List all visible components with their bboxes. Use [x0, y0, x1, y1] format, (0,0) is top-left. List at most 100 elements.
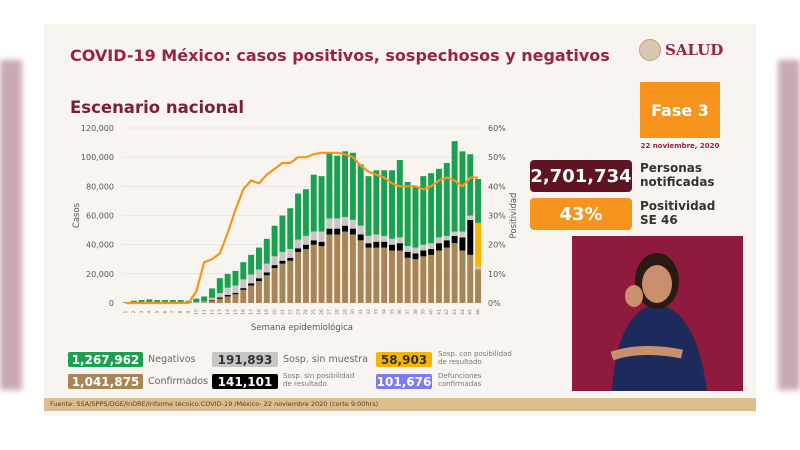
x-tick-label: 11	[202, 309, 208, 315]
bar-segment	[224, 294, 231, 297]
y-tick-label: 80,000	[86, 182, 114, 191]
sign-language-interpreter	[572, 236, 743, 391]
legend-deaths-value: 101,676	[376, 374, 432, 389]
y-tick-label: 40,000	[86, 241, 114, 250]
bar-segment	[459, 231, 466, 238]
bar-segment	[342, 151, 349, 217]
bar-segment	[169, 300, 176, 303]
legend-confirmed-value: 1,041,875	[68, 374, 143, 389]
bar-segment	[389, 170, 395, 239]
bar-segment	[138, 300, 145, 303]
bar-segment	[389, 250, 395, 303]
bar-segment	[373, 247, 380, 303]
bar-segment	[396, 160, 403, 238]
bar-segment	[381, 235, 388, 242]
bar-segment	[475, 269, 482, 303]
bar-segment	[177, 300, 184, 303]
kpi-positivity-label: Positividad SE 46	[640, 199, 715, 227]
x-tick-label: 10	[194, 309, 200, 315]
bar-segment	[271, 268, 278, 303]
x-tick-label: 32	[366, 309, 372, 315]
positivity-line	[125, 151, 479, 305]
bar-segment	[467, 219, 474, 255]
x-axis-label: Semana epidemiológica	[251, 322, 353, 333]
bar-segment	[310, 244, 317, 303]
x-tick-label: 14	[225, 309, 231, 315]
x-tick-label: 44	[460, 309, 466, 315]
x-tick-label: 4	[147, 310, 153, 313]
y-tick-label: 20,000	[86, 270, 114, 279]
bar-segment	[475, 179, 482, 223]
bar-segment	[263, 272, 270, 276]
bar-segment	[381, 170, 388, 236]
bar-segment	[240, 262, 247, 280]
x-tick-label: 31	[358, 309, 364, 315]
bar-segment	[318, 231, 325, 242]
bar-segment	[373, 170, 380, 235]
bar-segment	[255, 269, 262, 279]
bar-segment	[326, 234, 333, 303]
y2-axis-label: Positividad	[509, 193, 519, 239]
bar-segment	[326, 152, 333, 219]
bar-segment	[162, 300, 169, 303]
bar-segment	[310, 231, 317, 241]
x-tick-label: 40	[428, 309, 434, 315]
x-tick-label: 37	[405, 309, 411, 315]
slide: COVID-19 México: casos positivos, sospec…	[44, 24, 756, 416]
bar-segment	[193, 298, 200, 303]
bar-segment	[201, 302, 208, 303]
bar-segment	[295, 248, 302, 252]
bar-segment	[451, 243, 458, 303]
x-tick-label: 9	[186, 310, 192, 313]
bar-segment	[334, 234, 341, 303]
bar-segment	[357, 234, 364, 241]
bar-segment	[302, 189, 309, 236]
bar-segment	[349, 234, 356, 303]
x-tick-label: 22	[288, 309, 294, 315]
bar-segment	[271, 225, 278, 257]
bar-segment	[365, 235, 372, 244]
legend-label-line: de resultado	[283, 380, 327, 388]
bar-segment	[255, 278, 262, 282]
bar-segment	[248, 283, 255, 286]
y2-tick-label: 40%	[488, 182, 506, 191]
x-tick-label: 36	[397, 309, 403, 315]
bar-segment	[420, 244, 427, 251]
bar-segment	[295, 239, 302, 249]
bar-segment	[404, 246, 411, 252]
salud-logo: SALUD	[639, 39, 723, 61]
x-tick-label: 23	[295, 309, 301, 315]
bar-segment	[396, 243, 403, 251]
bar-segment	[334, 218, 341, 229]
bar-segment	[373, 241, 380, 248]
bar-segment	[334, 228, 341, 235]
bar-segment	[428, 254, 435, 303]
bar-segment	[232, 285, 239, 293]
bar-segment	[263, 263, 270, 273]
x-tick-label: 7	[170, 310, 176, 313]
phase-badge: Fase 3	[640, 82, 720, 138]
bar-segment	[396, 237, 403, 244]
bar-segment	[326, 218, 333, 229]
bar-segment	[420, 176, 427, 245]
x-tick-label: 1	[123, 310, 129, 313]
bar-segment	[232, 292, 239, 295]
bar-segment	[224, 273, 231, 288]
bar-segment	[467, 254, 474, 303]
x-tick-label: 6	[162, 310, 168, 313]
background-edge-right	[778, 60, 800, 390]
bar-segment	[342, 216, 349, 226]
x-tick-label: 16	[241, 309, 247, 315]
bar-segment	[154, 300, 161, 303]
bar-segment	[240, 288, 247, 290]
bar-segment	[318, 246, 325, 303]
bar-segment	[279, 215, 286, 252]
y2-tick-label: 10%	[488, 270, 506, 279]
x-tick-label: 18	[256, 309, 262, 315]
kpi-positivity-value: 43%	[530, 198, 632, 230]
legend-label-line: confirmadas	[438, 380, 482, 388]
bar-segment	[263, 275, 270, 303]
bar-segment	[224, 296, 231, 303]
bar-segment	[248, 254, 255, 275]
kpi-label-line: notificadas	[640, 175, 715, 189]
